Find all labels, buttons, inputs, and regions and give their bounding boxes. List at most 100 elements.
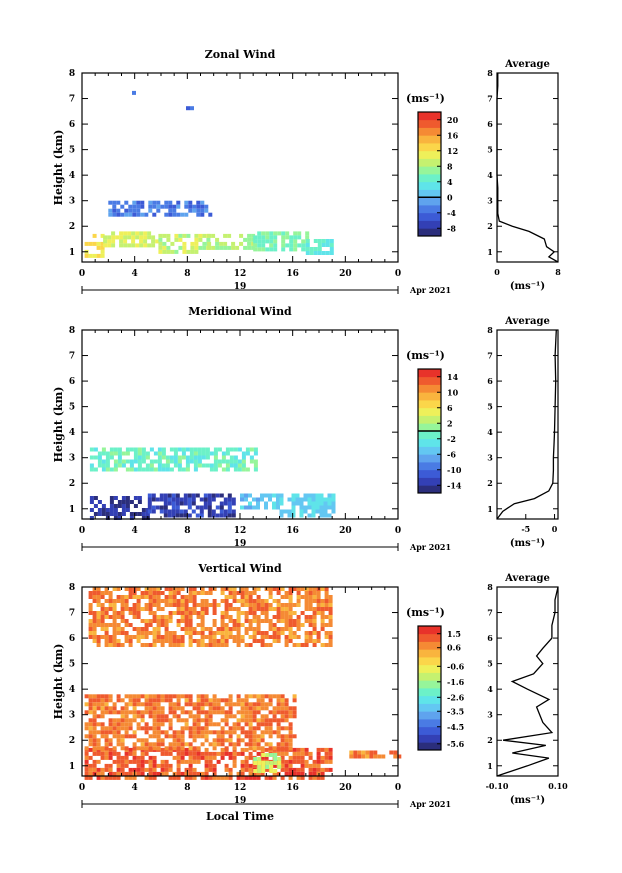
heatmap-cell [127, 231, 132, 236]
heatmap-cell [252, 635, 257, 639]
heatmap-cell [284, 639, 289, 643]
heatmap-cell [393, 754, 398, 759]
heatmap-cell [180, 755, 185, 760]
heatmap-cell [264, 501, 268, 506]
heatmap-cell [158, 233, 163, 238]
heatmap-cell [176, 738, 181, 743]
heatmap-cell [171, 497, 176, 502]
heatmap-cell [148, 204, 153, 209]
colorbar-swatch [418, 462, 441, 471]
heatmap-cell [156, 738, 161, 743]
heatmap-cell [220, 698, 225, 703]
heatmap-cell [188, 726, 193, 731]
heatmap-cell [272, 775, 277, 780]
heatmap-cell [92, 722, 97, 727]
heatmap-cell [232, 607, 237, 611]
heatmap-cell [244, 759, 249, 764]
heatmap-cell [140, 771, 145, 776]
colorbar-swatch [418, 649, 441, 658]
heatmap-cell [105, 512, 110, 516]
heatmap-cell [257, 765, 262, 769]
heatmap-cell [296, 591, 301, 595]
heatmap-cell [168, 751, 173, 756]
heatmap-cell [188, 595, 193, 599]
heatmap-cell [208, 710, 213, 715]
heatmap-cell [208, 714, 213, 719]
heatmap-cell [104, 599, 109, 603]
heatmap-cell [272, 587, 277, 591]
heatmap-cell [100, 755, 105, 760]
heatmap-cell [164, 595, 169, 599]
heatmap-cell [148, 763, 153, 768]
heatmap-cell [321, 239, 326, 243]
heatmap-cell [164, 623, 169, 627]
heatmap-cell [112, 643, 117, 647]
heatmap-cell [88, 710, 93, 715]
heatmap-cell [211, 509, 216, 514]
heatmap-cell [190, 106, 194, 111]
heatmap-cell [92, 718, 97, 723]
heatmap-cell [312, 611, 317, 615]
heatmap-cell [148, 611, 153, 615]
heatmap-cell [180, 595, 185, 599]
colorbar-tick-label: -8 [447, 223, 456, 233]
heatmap-cell [236, 591, 241, 595]
average-y-tick-label: 1 [487, 761, 493, 771]
heatmap-cell [156, 698, 161, 703]
heatmap-cell [184, 722, 189, 727]
heatmap-cell [148, 710, 153, 715]
heatmap-cell [124, 714, 129, 719]
heatmap-cell [168, 746, 173, 751]
y-tick-label: 2 [69, 222, 75, 232]
heatmap-cell [196, 734, 201, 739]
heatmap-cell [216, 706, 221, 711]
heatmap-cell [212, 763, 217, 768]
heatmap-cell [104, 755, 109, 760]
heatmap-cell [320, 767, 325, 772]
heatmap-cell [252, 639, 257, 643]
heatmap-cell [316, 759, 321, 764]
heatmap-cell [120, 627, 125, 631]
heatmap-cell [92, 631, 97, 635]
date-label: Apr 2021 [409, 285, 451, 295]
heatmap-cell [261, 231, 266, 236]
y-tick-label: 3 [69, 197, 75, 207]
heatmap-cell [160, 747, 165, 752]
heatmap-cell [221, 455, 226, 460]
heatmap-cell [256, 627, 261, 631]
heatmap-cell [112, 631, 117, 635]
heatmap-cell [248, 722, 253, 727]
heatmap-cell [276, 734, 281, 739]
heatmap-cell [162, 249, 167, 254]
heatmap-cell [324, 595, 329, 599]
heatmap-cell [88, 241, 93, 246]
average-y-tick-label: 3 [487, 710, 493, 720]
heatmap-cell [88, 742, 93, 747]
heatmap-cell [304, 639, 309, 643]
heatmap-cell [112, 208, 117, 213]
heatmap-cell [188, 619, 193, 623]
heatmap-cell [197, 447, 202, 452]
colorbar-tick-label: 0 [447, 192, 453, 202]
heatmap-cell [141, 508, 146, 512]
heatmap-cell [192, 603, 197, 607]
heatmap-cell [164, 759, 169, 764]
heatmap-cell [152, 710, 157, 715]
heatmap-cell [361, 750, 366, 755]
heatmap-cell [187, 505, 192, 510]
heatmap-cell [164, 730, 169, 735]
heatmap-cell [288, 767, 293, 772]
heatmap-cell [328, 603, 333, 607]
heatmap-cell [112, 603, 117, 607]
y-tick-label: 2 [69, 736, 75, 746]
heatmap-cell [280, 603, 285, 607]
heatmap-cell [303, 493, 308, 498]
heatmap-cell [148, 200, 153, 205]
heatmap-cell [196, 718, 201, 723]
heatmap-cell [251, 233, 256, 238]
heatmap-cell [264, 714, 269, 719]
heatmap-cell [161, 463, 166, 468]
heatmap-cell [300, 767, 305, 772]
heatmap-cell [324, 599, 329, 603]
heatmap-cell [164, 714, 169, 719]
